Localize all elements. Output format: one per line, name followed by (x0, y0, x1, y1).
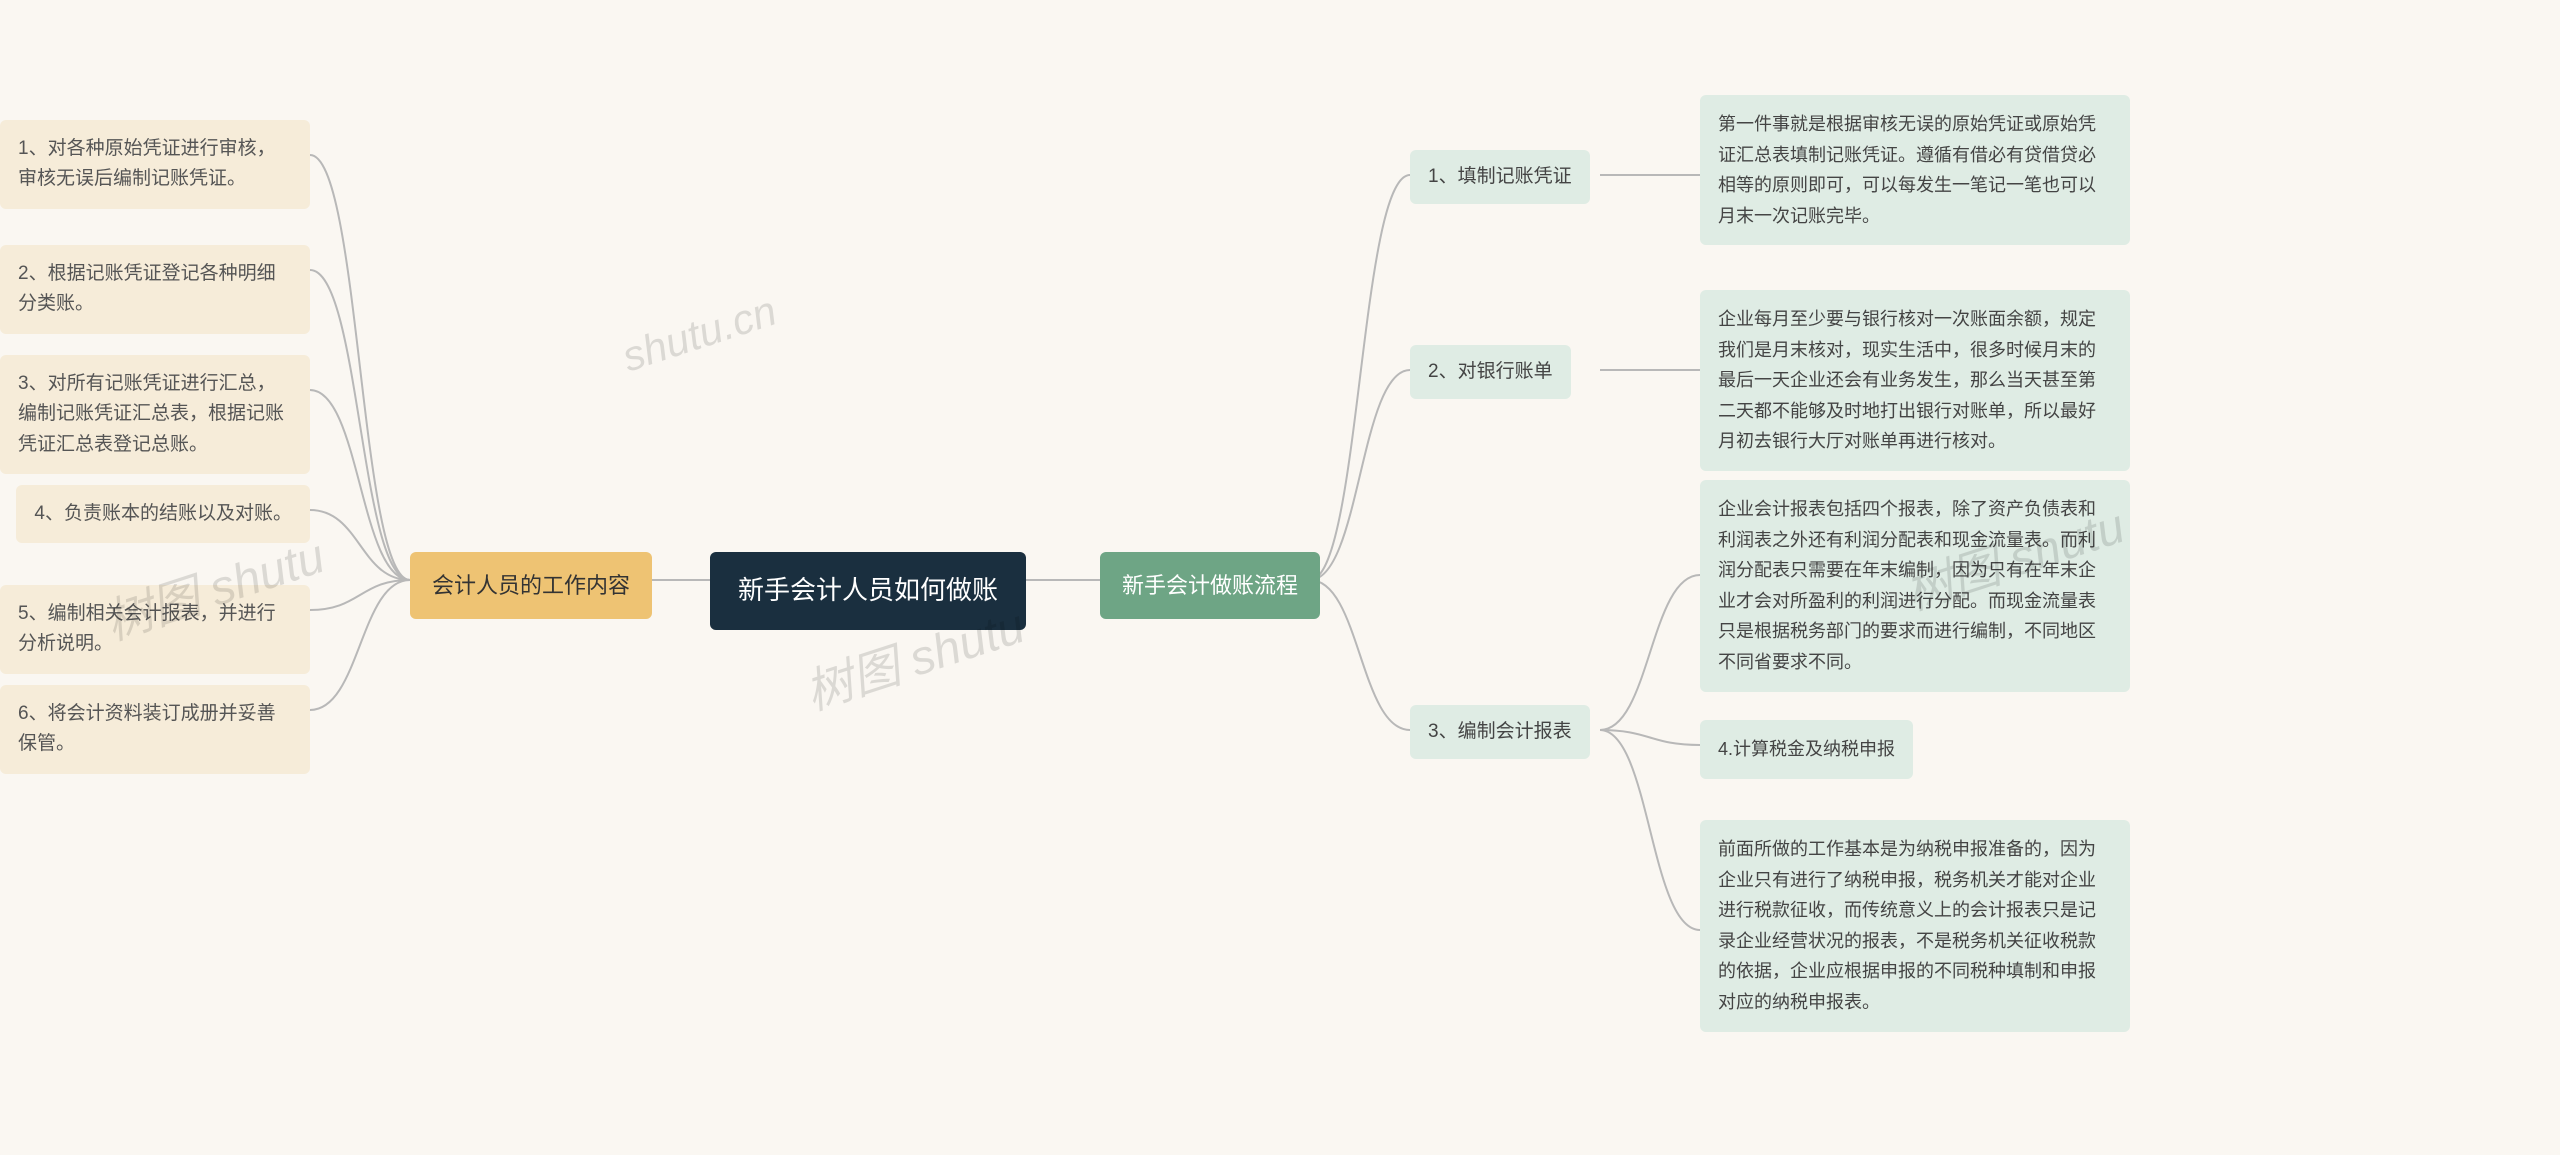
left-leaf-2[interactable]: 2、根据记账凭证登记各种明细分类账。 (0, 245, 310, 334)
left-leaf-1[interactable]: 1、对各种原始凭证进行审核，审核无误后编制记账凭证。 (0, 120, 310, 209)
left-leaf-6[interactable]: 6、将会计资料装订成册并妥善保管。 (0, 685, 310, 774)
right-sub-3[interactable]: 3、编制会计报表 (1410, 705, 1590, 759)
right-detail-3-3[interactable]: 前面所做的工作基本是为纳税申报准备的，因为企业只有进行了纳税申报，税务机关才能对… (1700, 820, 2130, 1032)
watermark-1: shutu.cn (616, 287, 782, 382)
right-detail-1-1[interactable]: 第一件事就是根据审核无误的原始凭证或原始凭证汇总表填制记账凭证。遵循有借必有贷借… (1700, 95, 2130, 245)
right-detail-2-1[interactable]: 企业每月至少要与银行核对一次账面余额，规定我们是月末核对，现实生活中，很多时候月… (1700, 290, 2130, 471)
mindmap-canvas: 新手会计人员如何做账 会计人员的工作内容 1、对各种原始凭证进行审核，审核无误后… (0, 0, 2560, 1155)
right-sub-1[interactable]: 1、填制记账凭证 (1410, 150, 1590, 204)
left-leaf-5[interactable]: 5、编制相关会计报表，并进行分析说明。 (0, 585, 310, 674)
right-sub-2[interactable]: 2、对银行账单 (1410, 345, 1571, 399)
right-detail-3-1[interactable]: 企业会计报表包括四个报表，除了资产负债表和利润表之外还有利润分配表和现金流量表。… (1700, 480, 2130, 692)
right-branch-node[interactable]: 新手会计做账流程 (1100, 552, 1320, 619)
right-detail-3-2[interactable]: 4.计算税金及纳税申报 (1700, 720, 1913, 779)
root-node[interactable]: 新手会计人员如何做账 (710, 552, 1026, 630)
left-leaf-3[interactable]: 3、对所有记账凭证进行汇总，编制记账凭证汇总表，根据记账凭证汇总表登记总账。 (0, 355, 310, 474)
left-leaf-4[interactable]: 4、负责账本的结账以及对账。 (16, 485, 310, 543)
left-branch-node[interactable]: 会计人员的工作内容 (410, 552, 652, 619)
